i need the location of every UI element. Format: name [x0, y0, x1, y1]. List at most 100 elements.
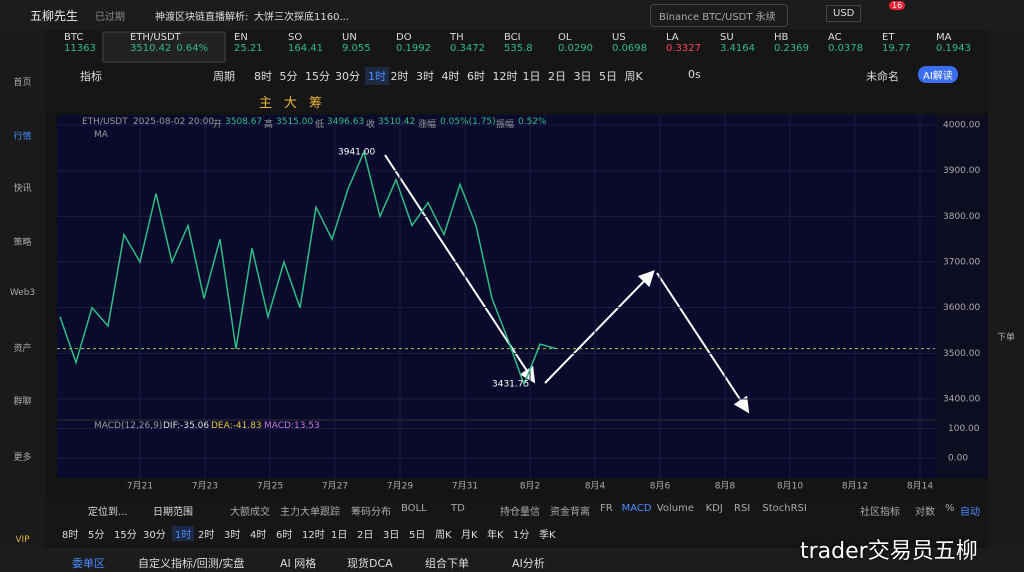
period[interactable]: 季K [539, 530, 556, 541]
interval[interactable]: 5分 [279, 70, 298, 83]
ticker[interactable]: HB 0.2369 [768, 32, 822, 62]
interval[interactable]: 2日 [548, 70, 566, 83]
sidebar-item[interactable]: Web3 [9, 288, 36, 298]
option[interactable]: 对数 [915, 507, 935, 518]
ticker[interactable]: DO 0.1992 [390, 32, 444, 62]
ticker[interactable]: US 0.0698 [606, 32, 660, 62]
ai-button[interactable]: AI解读 [918, 66, 958, 83]
ticker-name: UN [342, 32, 357, 43]
interval[interactable]: 1时 [365, 67, 389, 85]
period[interactable]: 3时 [224, 530, 241, 541]
ticker[interactable]: BTC 11363 [58, 32, 106, 62]
ohlc-label: 开 [213, 120, 223, 130]
draw-tool[interactable]: 大 [284, 96, 298, 111]
locate[interactable]: 定位到... [88, 507, 128, 518]
ticker[interactable]: SO 164.41 [282, 32, 336, 62]
indicator-button[interactable]: 指标 [80, 70, 102, 83]
period[interactable]: 2日 [357, 530, 374, 541]
search[interactable]: Binance BTC/USDT 永续 [650, 4, 788, 27]
indicator[interactable]: RSI [734, 503, 751, 514]
ticker[interactable]: ET 19.77 [876, 32, 930, 62]
period[interactable]: 2时 [198, 530, 215, 541]
indicator[interactable]: Volume [656, 503, 694, 514]
interval[interactable]: 15分 [305, 70, 330, 83]
interval[interactable]: 5日 [599, 70, 617, 83]
ticker[interactable]: UN 9.055 [336, 32, 390, 62]
period[interactable]: 周K [435, 530, 452, 541]
ticker[interactable]: BCI 535.8 [498, 32, 552, 62]
option[interactable]: % [945, 503, 955, 514]
interval[interactable]: 6时 [467, 70, 485, 83]
tool[interactable]: 大额成交 [230, 507, 270, 518]
sidebar-item[interactable]: 快讯 [13, 184, 32, 194]
interval[interactable]: 8时 [254, 70, 272, 83]
ticker[interactable]: OL 0.0290 [552, 32, 606, 62]
period[interactable]: 5日 [409, 530, 426, 541]
ticker[interactable]: LA 0.3327 [660, 32, 714, 62]
period[interactable]: 1时 [172, 526, 195, 541]
period[interactable]: 1日 [331, 530, 348, 541]
period[interactable]: 3日 [383, 530, 400, 541]
currency[interactable]: USD [826, 5, 862, 22]
sidebar-item[interactable]: 策略 [13, 238, 32, 248]
sidebar-item[interactable]: 更多 [13, 453, 32, 463]
interval[interactable]: 3日 [573, 70, 592, 83]
date-range[interactable]: 日期范围 [153, 507, 193, 518]
draw-tool[interactable]: 主 [259, 96, 273, 111]
sidebar-item[interactable]: 资产 [13, 344, 32, 354]
interval[interactable]: 2时 [390, 70, 409, 83]
sidebar-item[interactable]: VIP [15, 535, 30, 545]
period[interactable]: 12时 [302, 530, 325, 541]
ticker[interactable]: TH 0.3472 [444, 32, 498, 62]
ticker[interactable]: MA 0.1943 [930, 32, 984, 62]
interval[interactable]: 3时 [416, 70, 434, 83]
indicator[interactable]: StochRSI [762, 503, 807, 514]
bottom-tab[interactable]: 组合下单 [425, 557, 469, 570]
interval[interactable]: 4时 [441, 70, 460, 83]
x-tick-label: 8月10 [777, 481, 803, 492]
option[interactable]: 社区指标 [860, 507, 900, 518]
ticker[interactable]: EN 25.21 [228, 32, 282, 62]
period[interactable]: 30分 [143, 530, 166, 541]
interval[interactable]: 1日 [522, 70, 541, 83]
ticker[interactable]: SU 3.4164 [714, 32, 768, 62]
option[interactable]: 自动 [960, 507, 980, 518]
period[interactable]: 5分 [88, 530, 105, 541]
bottom-tab[interactable]: AI 网格 [280, 557, 317, 570]
indicator[interactable]: 资金背离 [550, 507, 590, 518]
period[interactable]: 6时 [276, 530, 293, 541]
indicator[interactable]: KDJ [705, 503, 723, 514]
sidebar-item[interactable]: 行情 [13, 132, 32, 142]
ma-label: MA [94, 130, 108, 140]
period-button[interactable]: 周期 [213, 70, 235, 83]
bottom-tab[interactable]: AI分析 [512, 557, 545, 570]
interval[interactable]: 周K [624, 70, 643, 83]
layout-name[interactable]: 未命名 [866, 70, 899, 83]
tool[interactable]: 筹码分布 [351, 507, 391, 518]
bottom-tab[interactable]: 自定义指标/回测/实盘 [138, 557, 245, 570]
draw-tool[interactable]: 筹 [309, 96, 323, 111]
tool[interactable]: BOLL [401, 503, 427, 514]
period[interactable]: 15分 [114, 530, 137, 541]
indicator[interactable]: FR [600, 503, 613, 514]
bottom-tab[interactable]: 现货DCA [347, 557, 393, 570]
interval[interactable]: 12时 [492, 70, 518, 83]
sidebar-item[interactable]: 首页 [13, 78, 32, 88]
period[interactable]: 8时 [62, 530, 79, 541]
sidebar-item[interactable]: 群聊 [13, 397, 32, 407]
ticker[interactable]: ETH/USDT 3510.42 0.64% [106, 32, 228, 62]
ticker[interactable]: AC 0.0378 [822, 32, 876, 62]
tool[interactable]: 主力大单跟踪 [280, 507, 340, 518]
ticker[interactable]: ETI0.0308 [984, 32, 986, 62]
amp: 0.52% [518, 117, 547, 127]
interval[interactable]: 30分 [335, 70, 360, 83]
indicator[interactable]: MACD [621, 503, 652, 514]
period[interactable]: 月K [461, 530, 478, 541]
period[interactable]: 年K [487, 530, 504, 541]
bottom-tab[interactable]: 委单区 [72, 557, 105, 570]
order-button[interactable]: 下单 [996, 333, 1015, 343]
period[interactable]: 4时 [250, 530, 267, 541]
period[interactable]: 1分 [513, 530, 530, 541]
tool[interactable]: TD [451, 503, 465, 514]
indicator[interactable]: 持仓量信 [500, 507, 540, 518]
